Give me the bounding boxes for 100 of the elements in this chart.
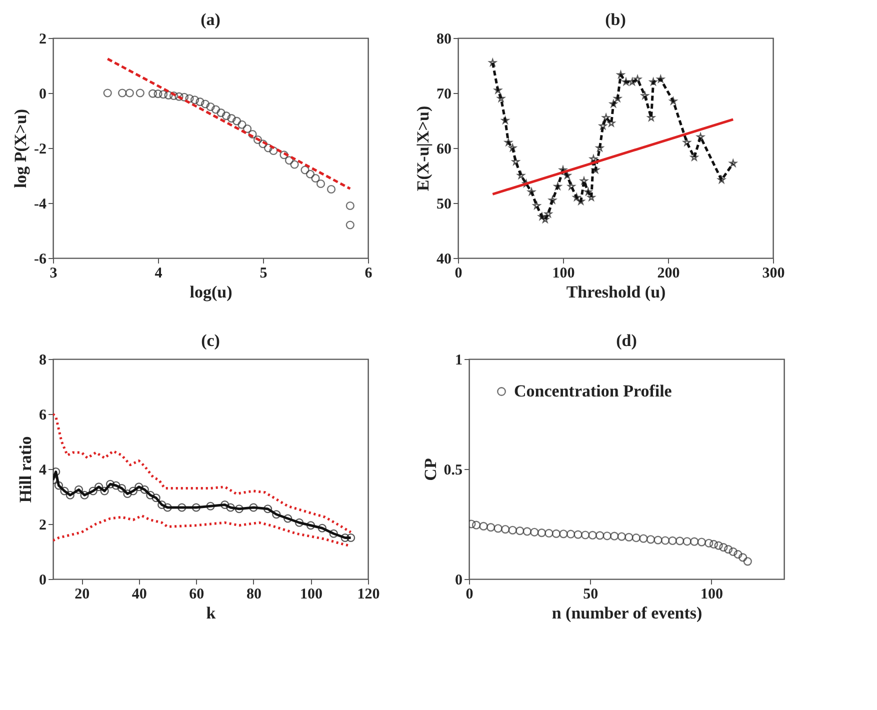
point: [646, 535, 656, 544]
x-axis-title: Threshold (u): [566, 282, 666, 302]
point: [340, 533, 350, 542]
point: [538, 212, 546, 220]
point: [738, 553, 748, 562]
x-tick-label: 4: [154, 266, 163, 282]
point: [234, 504, 244, 514]
point: [80, 490, 89, 500]
point: [140, 485, 149, 494]
point: [211, 105, 220, 114]
point: [634, 75, 642, 83]
point: [128, 486, 138, 496]
y-axis-title: CP: [420, 458, 440, 481]
point: [222, 112, 231, 120]
point: [602, 114, 610, 122]
chart-title: (a): [200, 10, 220, 29]
point: [316, 179, 326, 188]
line-series: [53, 412, 352, 534]
point: [206, 102, 215, 112]
point: [216, 108, 226, 118]
point: [479, 522, 488, 530]
point: [719, 543, 728, 552]
point: [284, 514, 292, 523]
x-tick-label: 40: [132, 586, 147, 602]
point: [192, 503, 200, 512]
y-tick-label: 80: [436, 32, 452, 48]
point: [196, 98, 204, 106]
point: [174, 92, 184, 101]
point: [248, 130, 257, 139]
point: [512, 158, 520, 166]
point: [169, 91, 178, 100]
point: [136, 88, 144, 98]
x-tick-label: 60: [189, 586, 204, 602]
y-tick-label: 60: [436, 142, 452, 158]
point: [238, 120, 246, 129]
point: [290, 160, 299, 169]
y-tick-label: 0.5: [444, 462, 462, 478]
point: [494, 524, 502, 533]
point: [610, 532, 619, 540]
point: [154, 90, 162, 98]
point: [326, 184, 336, 194]
point: [743, 557, 752, 566]
point: [123, 489, 132, 498]
point: [734, 550, 742, 559]
point: [100, 486, 109, 496]
point: [682, 537, 692, 546]
legend-label: Concentration Profile: [514, 382, 672, 400]
point: [117, 484, 126, 493]
point: [226, 503, 235, 512]
x-tick-label: 100: [300, 586, 322, 602]
point: [552, 529, 561, 538]
point: [163, 503, 172, 512]
point: [537, 528, 546, 538]
point: [190, 96, 200, 104]
point: [639, 534, 648, 543]
x-tick-label: 80: [246, 586, 262, 602]
y-tick-label: -6: [34, 252, 47, 268]
point: [148, 89, 158, 98]
point: [690, 537, 699, 546]
y-tick-label: 0: [455, 572, 462, 588]
point: [668, 536, 677, 546]
x-tick-label: 100: [552, 266, 575, 282]
point: [728, 547, 738, 556]
point: [300, 166, 310, 174]
x-axis-title: k: [206, 604, 216, 622]
point: [311, 174, 320, 183]
point: [258, 140, 268, 148]
y-tick-label: 2: [39, 518, 46, 534]
x-tick-label: 50: [583, 586, 598, 602]
point: [718, 176, 726, 184]
point: [103, 88, 112, 98]
x-tick-label: 0: [466, 586, 474, 602]
point: [522, 527, 532, 536]
point: [501, 524, 510, 534]
point: [272, 510, 281, 519]
point: [88, 486, 98, 496]
y-tick-label: 2: [39, 32, 46, 48]
chart-title: (c): [201, 331, 220, 350]
x-axis-title: n (number of events): [552, 604, 702, 622]
y-tick-label: 70: [436, 86, 452, 102]
point: [242, 124, 252, 134]
point: [690, 153, 698, 161]
y-tick-label: 6: [39, 408, 47, 424]
point: [472, 520, 481, 530]
point: [617, 532, 626, 541]
point: [118, 88, 127, 98]
point: [158, 90, 168, 99]
point: [724, 545, 733, 554]
point: [709, 540, 718, 549]
point: [318, 524, 326, 532]
point: [581, 530, 590, 540]
point: [697, 538, 706, 546]
point: [588, 530, 597, 540]
point: [106, 480, 115, 488]
point: [532, 202, 541, 210]
point: [548, 196, 556, 204]
point: [164, 90, 173, 100]
point: [178, 503, 186, 512]
point: [263, 504, 272, 514]
point: [624, 532, 634, 542]
